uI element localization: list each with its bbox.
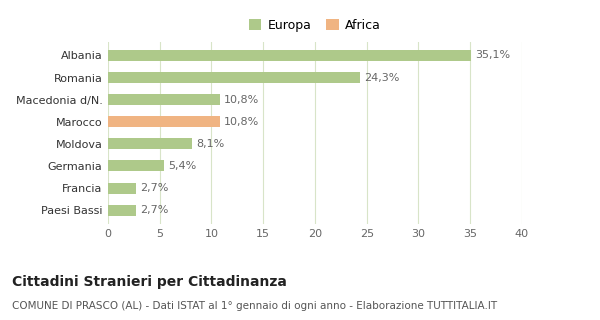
Text: 8,1%: 8,1% xyxy=(196,139,224,149)
Text: 2,7%: 2,7% xyxy=(140,183,169,193)
Bar xyxy=(108,94,220,105)
Text: 2,7%: 2,7% xyxy=(140,205,169,215)
Bar xyxy=(108,160,164,172)
Text: 24,3%: 24,3% xyxy=(364,73,399,83)
Legend: Europa, Africa: Europa, Africa xyxy=(245,15,385,36)
Text: 5,4%: 5,4% xyxy=(168,161,196,171)
Text: COMUNE DI PRASCO (AL) - Dati ISTAT al 1° gennaio di ogni anno - Elaborazione TUT: COMUNE DI PRASCO (AL) - Dati ISTAT al 1°… xyxy=(12,301,497,311)
Text: 10,8%: 10,8% xyxy=(224,117,259,127)
Text: 35,1%: 35,1% xyxy=(475,51,511,60)
Bar xyxy=(108,116,220,127)
Bar xyxy=(108,50,471,61)
Bar xyxy=(108,72,359,83)
Text: 10,8%: 10,8% xyxy=(224,95,259,105)
Bar xyxy=(108,182,136,194)
Bar xyxy=(108,138,192,149)
Bar xyxy=(108,205,136,216)
Text: Cittadini Stranieri per Cittadinanza: Cittadini Stranieri per Cittadinanza xyxy=(12,275,287,289)
